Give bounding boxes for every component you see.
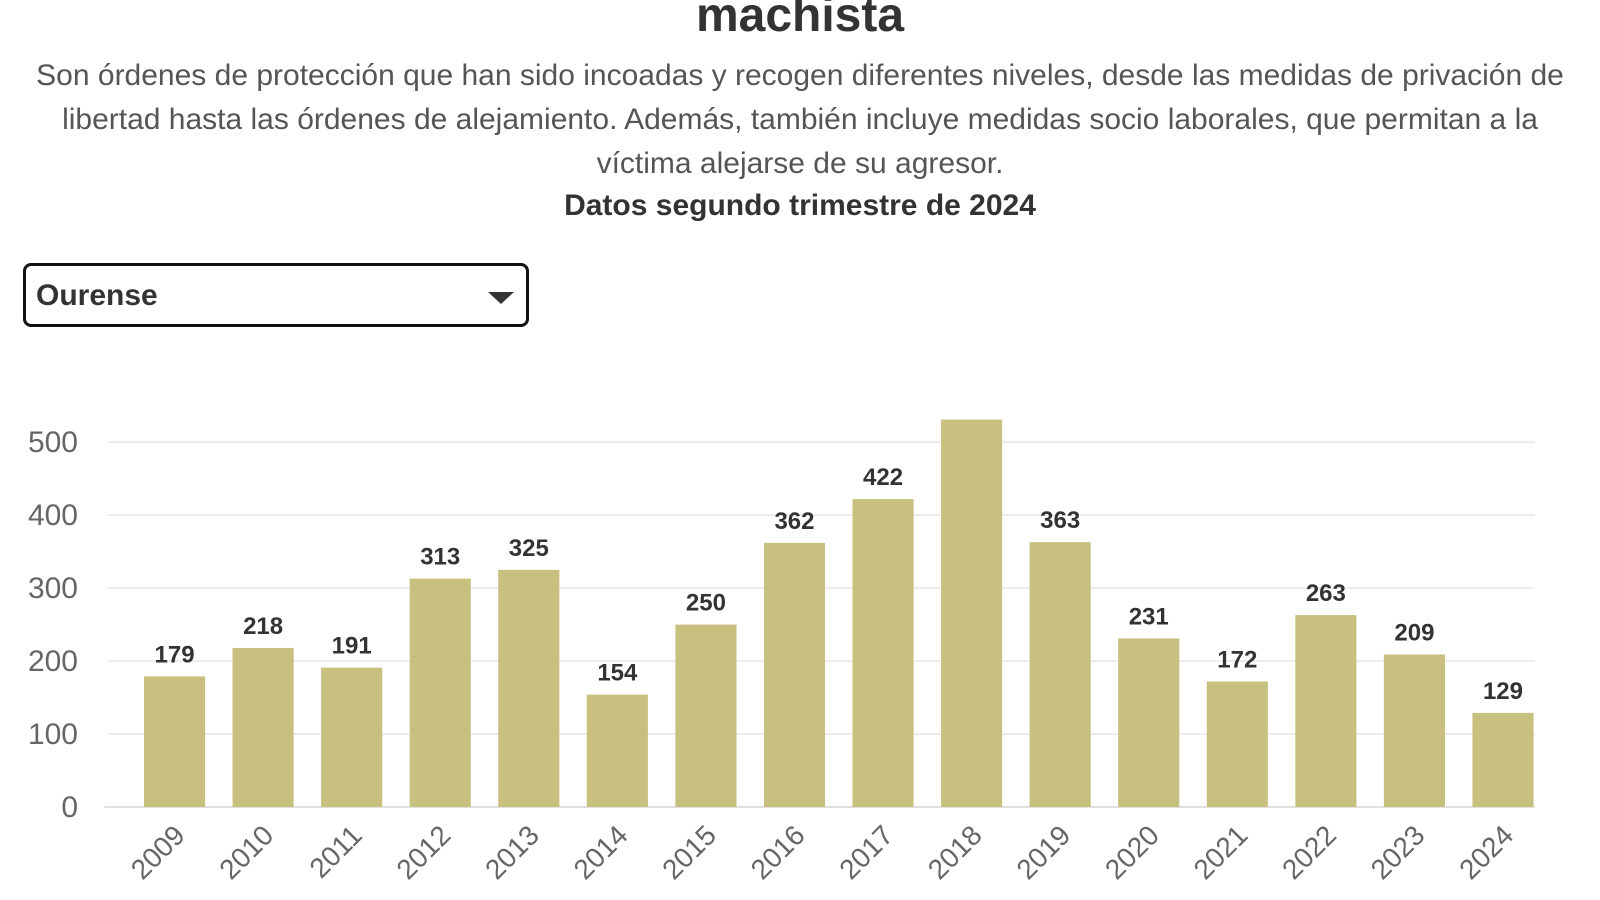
data-label-2011: 191 (332, 633, 372, 660)
data-label-2021: 172 (1217, 647, 1257, 674)
data-label-2016: 362 (774, 508, 814, 535)
date-note: Datos segundo trimestre de 2024 (564, 189, 1036, 222)
chart-title: machista (695, 0, 905, 42)
bar-2023 (1383, 654, 1445, 807)
y-tick-label: 500 (28, 426, 78, 459)
bar-layer (144, 419, 1534, 807)
data-label-2010: 218 (243, 613, 283, 640)
bar-2012 (409, 578, 471, 807)
data-label-2017: 422 (863, 464, 903, 491)
chart-subtitle: Son órdenes de protección que han sido i… (36, 59, 1564, 180)
x-tick-label-2023: 2023 (1365, 819, 1431, 885)
bar-2015 (675, 624, 737, 807)
x-tick-label-2009: 2009 (125, 819, 191, 885)
province-select-value: Ourense (36, 279, 158, 312)
x-tick-label-2022: 2022 (1276, 819, 1342, 885)
data-label-2015: 250 (686, 590, 726, 617)
x-tick-label-2019: 2019 (1010, 819, 1076, 885)
data-label-2012: 313 (420, 544, 460, 571)
bar-2013 (498, 569, 560, 807)
data-label-2022: 263 (1306, 580, 1346, 607)
x-tick-label-2013: 2013 (479, 819, 545, 885)
x-tick-label-2018: 2018 (922, 819, 988, 885)
y-tick-label: 0 (61, 791, 78, 824)
x-tick-label-2014: 2014 (568, 819, 634, 885)
bar-2011 (321, 667, 383, 807)
bar-2010 (232, 647, 294, 807)
chevron-down-icon (488, 292, 514, 304)
province-select[interactable]: Ourense (23, 263, 529, 327)
y-tick-label: 200 (28, 645, 78, 678)
data-label-2013: 325 (509, 535, 549, 562)
bar-2014 (586, 694, 648, 807)
data-label-layer: 179 218 191 313 325 154 250 362 422 363 231 172 263 2… (155, 464, 1523, 705)
y-tick-label: 100 (28, 718, 78, 751)
bar-2019 (1029, 542, 1091, 807)
bar-2020 (1118, 638, 1180, 807)
x-tick-label-2012: 2012 (391, 819, 457, 885)
bar-2021 (1206, 681, 1268, 807)
data-label-2023: 209 (1394, 620, 1434, 647)
x-tick-label-2015: 2015 (656, 819, 722, 885)
bar-2024 (1472, 712, 1534, 807)
x-tick-label-2016: 2016 (745, 819, 811, 885)
data-label-2020: 231 (1129, 603, 1169, 630)
x-tick-label-2011: 2011 (303, 819, 368, 884)
bar-2022 (1295, 615, 1357, 807)
y-tick-label: 400 (28, 499, 78, 532)
data-label-2009: 179 (155, 641, 195, 668)
x-tick-label-2020: 2020 (1099, 819, 1165, 885)
data-label-2024: 129 (1483, 678, 1523, 705)
bar-2017 (852, 499, 914, 807)
y-tick-label: 300 (28, 572, 78, 605)
bar-2018 (941, 419, 1003, 807)
data-label-2014: 154 (597, 660, 638, 687)
bar-2009 (144, 676, 206, 807)
bar-2016 (763, 542, 826, 807)
x-tick-label-2024: 2024 (1453, 819, 1519, 885)
data-label-2019: 363 (1040, 507, 1080, 534)
bar-chart: 179 218 191 313 325 154 250 362 422 363 231 172 263 2… (28, 419, 1535, 885)
x-tick-label-2010: 2010 (213, 819, 279, 885)
x-tick-label-2021: 2021 (1188, 819, 1254, 885)
x-tick-label-2017: 2017 (833, 819, 899, 885)
